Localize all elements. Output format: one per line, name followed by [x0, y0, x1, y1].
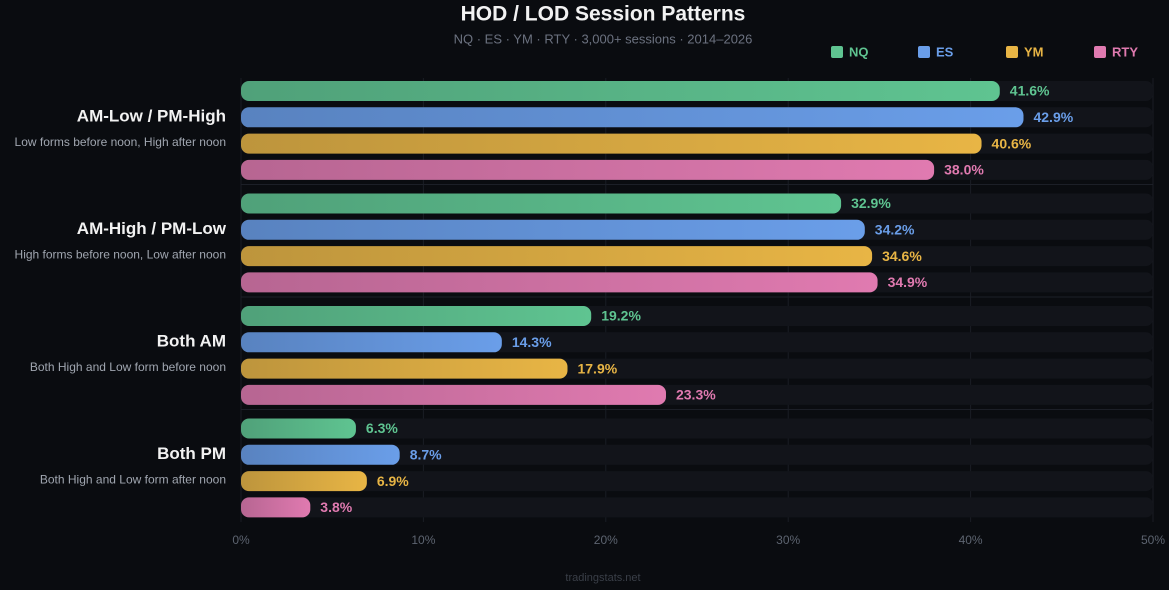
- category-description: Low forms before noon, High after noon: [15, 135, 226, 149]
- category-description: Both High and Low form before noon: [30, 360, 226, 374]
- bar: [241, 497, 311, 518]
- value-label: 23.3%: [676, 387, 716, 403]
- chart-subtitle: NQ · ES · YM · RTY · 3,000+ sessions · 2…: [454, 31, 753, 46]
- category-description: Both High and Low form after noon: [40, 473, 226, 487]
- chart-title: HOD / LOD Session Patterns: [461, 3, 746, 26]
- bar: [241, 246, 873, 267]
- x-tick-label: 10%: [411, 533, 435, 547]
- bar-track: [241, 471, 1153, 492]
- legend-swatch: [918, 46, 930, 58]
- value-label: 40.6%: [992, 135, 1032, 151]
- bar: [241, 471, 367, 492]
- bar: [241, 332, 502, 353]
- value-label: 42.9%: [1033, 109, 1073, 125]
- category-description: High forms before noon, Low after noon: [15, 248, 226, 262]
- value-label: 34.9%: [888, 274, 928, 290]
- category-label: AM-High / PM-Low: [77, 219, 227, 238]
- bar-track: [241, 418, 1153, 439]
- legend-swatch: [831, 46, 843, 58]
- bar: [241, 193, 842, 214]
- bar: [241, 418, 356, 439]
- x-tick-label: 50%: [1141, 533, 1165, 547]
- value-label: 6.9%: [377, 473, 409, 489]
- bar: [241, 133, 982, 154]
- legend-swatch: [1006, 46, 1018, 58]
- bar: [241, 81, 1000, 101]
- value-label: 6.3%: [366, 420, 398, 436]
- value-label: 38.0%: [944, 162, 984, 178]
- legend-swatch: [1094, 46, 1106, 58]
- value-label: 19.2%: [601, 308, 641, 324]
- x-tick-label: 0%: [232, 533, 250, 547]
- value-label: 32.9%: [851, 195, 891, 211]
- bar-track: [241, 444, 1153, 465]
- category-label: Both AM: [157, 331, 226, 350]
- value-label: 3.8%: [320, 499, 352, 515]
- x-tick-label: 40%: [959, 533, 983, 547]
- source: tradingstats.net: [565, 572, 640, 584]
- bar: [241, 444, 400, 465]
- value-label: 34.6%: [882, 248, 922, 264]
- bar: [241, 107, 1024, 128]
- x-tick-label: 30%: [776, 533, 800, 547]
- bar: [241, 219, 865, 240]
- value-label: 17.9%: [577, 360, 617, 376]
- legend-label: RTY: [1112, 44, 1138, 59]
- value-label: 34.2%: [875, 222, 915, 238]
- value-label: 41.6%: [1010, 83, 1050, 99]
- category-label: AM-Low / PM-High: [77, 106, 226, 125]
- bar: [241, 306, 592, 326]
- bar: [241, 159, 935, 180]
- bar-track: [241, 497, 1153, 518]
- legend-label: YM: [1024, 44, 1044, 59]
- x-tick-label: 20%: [594, 533, 618, 547]
- bar: [241, 358, 568, 379]
- value-label: 14.3%: [512, 334, 552, 350]
- value-label: 8.7%: [410, 447, 442, 463]
- legend-label: NQ: [849, 44, 869, 59]
- legend-label: ES: [936, 44, 954, 59]
- bar: [241, 272, 878, 293]
- bar: [241, 384, 666, 405]
- category-label: Both PM: [157, 444, 226, 463]
